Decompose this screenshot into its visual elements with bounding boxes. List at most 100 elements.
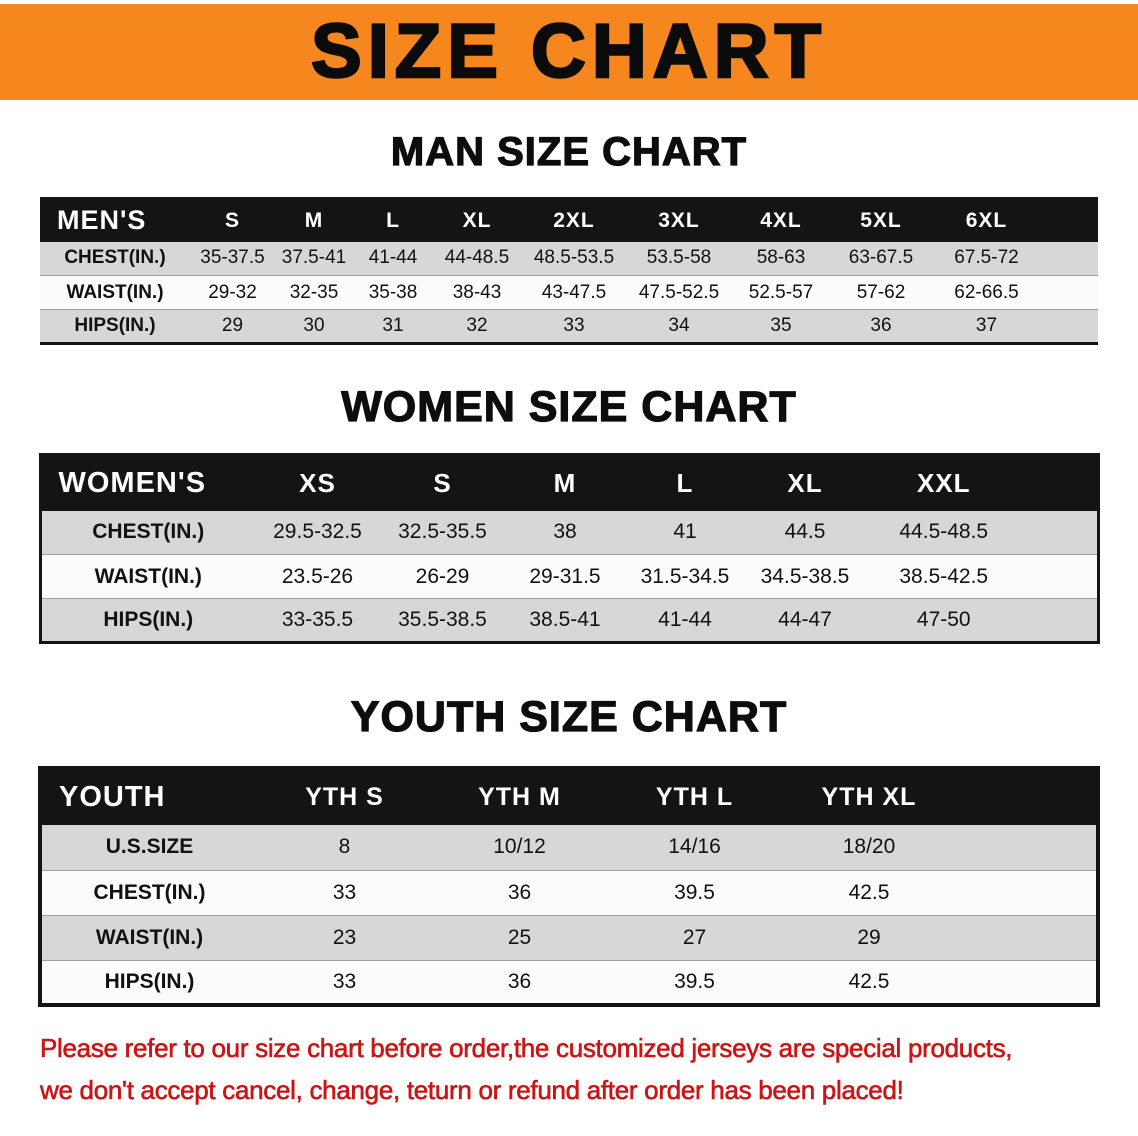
women-size-section: WOMEN SIZE CHART WOMEN'S XS S M L XL XXL CHEST… [0, 382, 1138, 644]
men-table-body: CHEST(IN.) 35-37.5 37.5-41 41-44 44-48.5 48.5… [40, 241, 1098, 344]
size-cell: 27 [607, 914, 782, 960]
column-header: XS [255, 454, 380, 511]
size-cell: 41 [673, 520, 697, 544]
column-header: XXL [865, 454, 1098, 511]
youth-size-table: YOUTH YTH S YTH M YTH L YTH XL U.S.SIZE 8 10/1… [38, 766, 1100, 1007]
youth-table-body: U.S.SIZE 8 10/12 14/16 18/20 CHEST(IN.) 33 36 39… [40, 825, 1098, 1005]
row-label: HIPS(IN.) [40, 959, 257, 1005]
size-cell: 47.5-52.5 [627, 275, 731, 310]
size-cell: 57-62 [831, 275, 931, 310]
table-corner-label: MEN'S [40, 198, 190, 242]
men-size-section: MAN SIZE CHART MEN'S S M L XL 2XL 3XL 4XL 5XL 6XL… [0, 129, 1138, 345]
column-header: YTH S [257, 768, 432, 825]
size-cell: 8 [338, 835, 351, 859]
size-cell: 48.5-53.5 [533, 247, 615, 269]
size-cell: 35-37.5 [200, 247, 265, 269]
men-section-heading: MAN SIZE CHART [390, 129, 748, 174]
table-row: WAIST(IN.) 23 25 27 29 [40, 914, 1098, 960]
column-header: S [380, 454, 505, 511]
size-cell: 34 [627, 309, 731, 344]
size-cell: 62-66.5 [931, 275, 1098, 310]
column-header: YTH XL [782, 768, 1098, 825]
size-cell: 26-29 [380, 554, 505, 599]
size-cell: 38 [553, 520, 577, 544]
header-row: MEN'S S M L XL 2XL 3XL 4XL 5XL 6XL [40, 198, 1098, 242]
size-cell: 32-35 [275, 275, 353, 310]
size-chart-infographic: SIZE CHART MAN SIZE CHART MEN'S S M L XL 2XL 3… [0, 4, 1138, 1136]
column-header: 5XL [831, 198, 931, 242]
table-row: CHEST(IN.) 35-37.5 37.5-41 41-44 44-48.5 48.5… [40, 241, 1098, 276]
disclaimer: Please refer to our size chart before or… [40, 1027, 1138, 1111]
size-cell: 34.5-38.5 [745, 554, 865, 599]
banner: SIZE CHART [0, 4, 1138, 100]
size-cell: 32 [433, 309, 521, 344]
size-cell: 53.5-58 [646, 247, 712, 269]
column-header: M [505, 454, 625, 511]
size-cell: 58-63 [756, 247, 806, 269]
column-header: XL [433, 198, 521, 242]
size-cell: 32.5-35.5 [398, 520, 487, 544]
size-cell: 37.5-41 [281, 247, 347, 269]
table-row: CHEST(IN.) 29.5-32.5 32.5-35.5 38 41 44.5 44.5… [40, 510, 1098, 555]
header-row: WOMEN'S XS S M L XL XXL [40, 454, 1098, 511]
size-cell: 41-44 [368, 247, 418, 269]
size-cell: 18/20 [842, 835, 896, 859]
size-cell: 63-67.5 [848, 247, 914, 269]
women-table-body: CHEST(IN.) 29.5-32.5 32.5-35.5 38 41 44.5 44.5… [40, 510, 1098, 643]
size-cell: 29.5-32.5 [273, 520, 362, 544]
size-cell: 38.5-42.5 [865, 554, 1098, 599]
table-row: WAIST(IN.) 23.5-26 26-29 29-31.5 31.5-34.5 34… [40, 554, 1098, 599]
size-cell: 23 [257, 914, 432, 960]
size-cell: 43-47.5 [521, 275, 627, 310]
page-title: SIZE CHART [310, 9, 827, 94]
size-cell: 42.5 [782, 869, 1098, 915]
size-cell: 41-44 [625, 598, 745, 643]
men-size-table: MEN'S S M L XL 2XL 3XL 4XL 5XL 6XL CHEST(IN.) 35-3… [40, 197, 1098, 345]
table-row: CHEST(IN.) 33 36 39.5 42.5 [40, 869, 1098, 915]
size-cell: 36 [831, 309, 931, 344]
size-cell: 67.5-72 [954, 247, 1019, 269]
column-header: 6XL [931, 198, 1098, 242]
youth-section-heading: YOUTH SIZE CHART [350, 692, 788, 741]
size-cell: 14/16 [668, 835, 721, 859]
size-cell: 44-48.5 [444, 247, 510, 269]
women-section-heading: WOMEN SIZE CHART [341, 382, 797, 431]
disclaimer-line-1: Please refer to our size chart before or… [40, 1033, 1013, 1064]
size-cell: 44.5 [784, 520, 826, 544]
size-cell: 47-50 [865, 598, 1098, 643]
size-cell: 39.5 [607, 959, 782, 1005]
size-cell: 29-32 [190, 275, 275, 310]
women-size-table: WOMEN'S XS S M L XL XXL CHEST(IN.) 29.5-32.5 32.… [38, 453, 1100, 644]
size-cell: 39.5 [607, 869, 782, 915]
size-cell: 35-38 [353, 275, 433, 310]
size-cell: 33 [257, 869, 432, 915]
table-row: HIPS(IN.) 33 36 39.5 42.5 [40, 959, 1098, 1005]
table-corner-label: YOUTH [40, 768, 257, 825]
size-cell: 35.5-38.5 [380, 598, 505, 643]
row-label: CHEST(IN.) [64, 247, 166, 269]
table-row: HIPS(IN.) 29 30 31 32 33 34 35 36 37 [40, 309, 1098, 344]
size-cell: 30 [275, 309, 353, 344]
size-cell: 10/12 [493, 835, 546, 859]
size-cell: 38.5-41 [505, 598, 625, 643]
size-cell: 33 [521, 309, 627, 344]
header-row: YOUTH YTH S YTH M YTH L YTH XL [40, 768, 1098, 825]
column-header: YTH M [432, 768, 607, 825]
size-cell: 23.5-26 [255, 554, 380, 599]
table-row: HIPS(IN.) 33-35.5 35.5-38.5 38.5-41 41-44 44-… [40, 598, 1098, 643]
table-corner-label: WOMEN'S [40, 454, 255, 511]
size-cell: 25 [432, 914, 607, 960]
column-header: L [353, 198, 433, 242]
size-cell: 36 [432, 869, 607, 915]
size-cell: 38-43 [433, 275, 521, 310]
row-label: WAIST(IN.) [40, 554, 255, 599]
row-label: HIPS(IN.) [40, 598, 255, 643]
size-cell: 31.5-34.5 [625, 554, 745, 599]
column-header: YTH L [607, 768, 782, 825]
size-cell: 33-35.5 [255, 598, 380, 643]
disclaimer-line-2: we don't accept cancel, change, teturn o… [40, 1075, 904, 1106]
size-cell: 37 [931, 309, 1098, 344]
size-cell: 44.5-48.5 [899, 520, 989, 544]
row-label: U.S.SIZE [105, 835, 194, 859]
column-header: XL [745, 454, 865, 511]
